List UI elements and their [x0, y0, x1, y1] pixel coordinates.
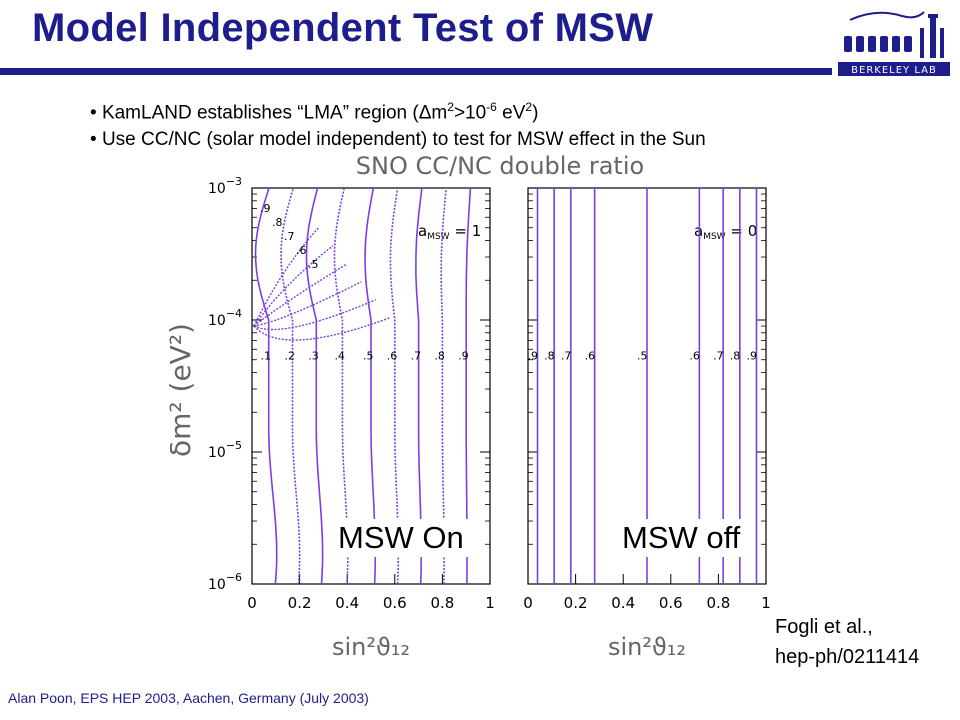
contour-label: .3: [308, 350, 319, 363]
x-tick-label: 1: [485, 594, 495, 612]
bullet-item: • Use CC/NC (solar model independent) to…: [90, 129, 706, 151]
off-annotation: aMSW = 0: [694, 222, 757, 242]
contour-line: [364, 187, 377, 585]
on-panel-frame: [251, 187, 491, 585]
bullet-item: • KamLAND establishes “LMA” region (Δm2>…: [90, 100, 539, 124]
contour-label: .8: [434, 350, 445, 363]
contour-label: .5: [308, 258, 319, 271]
contour-line: [253, 299, 377, 331]
msw-off-label: MSW off: [618, 519, 745, 557]
y-tick-label: 10−5: [208, 439, 242, 461]
logo-text: BERKELEY LAB: [851, 65, 937, 76]
x-axis-label: sin²ϑ₁₂: [332, 633, 410, 661]
contour-line: [253, 227, 320, 327]
x-tick-label: 0.6: [659, 594, 683, 612]
contour-line: [389, 187, 400, 585]
berkeley-lab-logo: BERKELEY LAB: [838, 11, 950, 76]
chart-title: SNO CC/NC double ratio: [356, 152, 644, 180]
slide-title: Model Independent Test of MSW: [32, 6, 654, 50]
x-tick-label: 0: [523, 594, 533, 612]
citation: Fogli et al., hep-ph/0211414: [775, 612, 919, 672]
citation-reference: hep-ph/0211414: [775, 646, 920, 668]
x-tick-label: 1: [761, 594, 771, 612]
contour-label: .7: [284, 230, 295, 243]
msw-on-label: MSW On: [334, 519, 468, 557]
y-tick-label: 10−3: [208, 175, 242, 197]
contour-label: .7: [411, 350, 422, 363]
contour-line: [465, 187, 472, 585]
bullet-list: • KamLAND establishes “LMA” region (Δm2>…: [90, 94, 706, 153]
contour-label: .9: [458, 350, 469, 363]
x-tick-label: 0.8: [430, 594, 454, 612]
contour-label: .6: [387, 350, 398, 363]
contour-label: .7: [713, 350, 724, 363]
contour-label: .1: [261, 350, 272, 363]
contour-label: .8: [730, 350, 741, 363]
contour-label: .5: [637, 350, 648, 363]
contour-label: .4: [334, 350, 345, 363]
contour-line: [305, 187, 324, 585]
contour-label: .8: [272, 216, 283, 229]
x-tick-label: 0.8: [706, 594, 730, 612]
title-underline: [0, 68, 832, 75]
x-tick-label: 0: [247, 594, 257, 612]
contour-line: [254, 187, 278, 585]
y-tick-label: 10−4: [208, 307, 242, 329]
contour-label: .6: [689, 350, 700, 363]
x-axis-label: sin²ϑ₁₂: [608, 633, 686, 661]
x-tick-label: 0.6: [383, 594, 407, 612]
contour-label: .6: [585, 350, 596, 363]
x-tick-label: 0.4: [611, 594, 635, 612]
contour-line: [253, 281, 362, 327]
x-tick-label: 0.4: [335, 594, 359, 612]
y-tick-label: 10−6: [208, 571, 242, 593]
x-tick-label: 0.2: [288, 594, 312, 612]
contour-line: [253, 245, 334, 327]
citation-authors: Fogli et al.,: [775, 616, 873, 638]
contour-line: [440, 187, 447, 585]
contour-label: .6: [296, 244, 307, 257]
contour-line: [333, 187, 349, 585]
contour-label: .7: [561, 350, 572, 363]
footer-text: Alan Poon, EPS HEP 2003, Aachen, Germany…: [8, 690, 369, 706]
contour-line: [253, 263, 348, 327]
contour-label: .9: [260, 202, 271, 215]
contour-label: .9: [528, 350, 539, 363]
contour-label: .8: [544, 350, 555, 363]
x-tick-label: 0.2: [564, 594, 588, 612]
y-axis-label: δm² (eV²): [164, 323, 197, 457]
contour-label: .2: [284, 350, 295, 363]
contour-label: .5: [363, 350, 374, 363]
contour-label: .9: [746, 350, 757, 363]
contour-line: [415, 187, 423, 585]
on-annotation: aMSW = 1: [418, 222, 481, 242]
